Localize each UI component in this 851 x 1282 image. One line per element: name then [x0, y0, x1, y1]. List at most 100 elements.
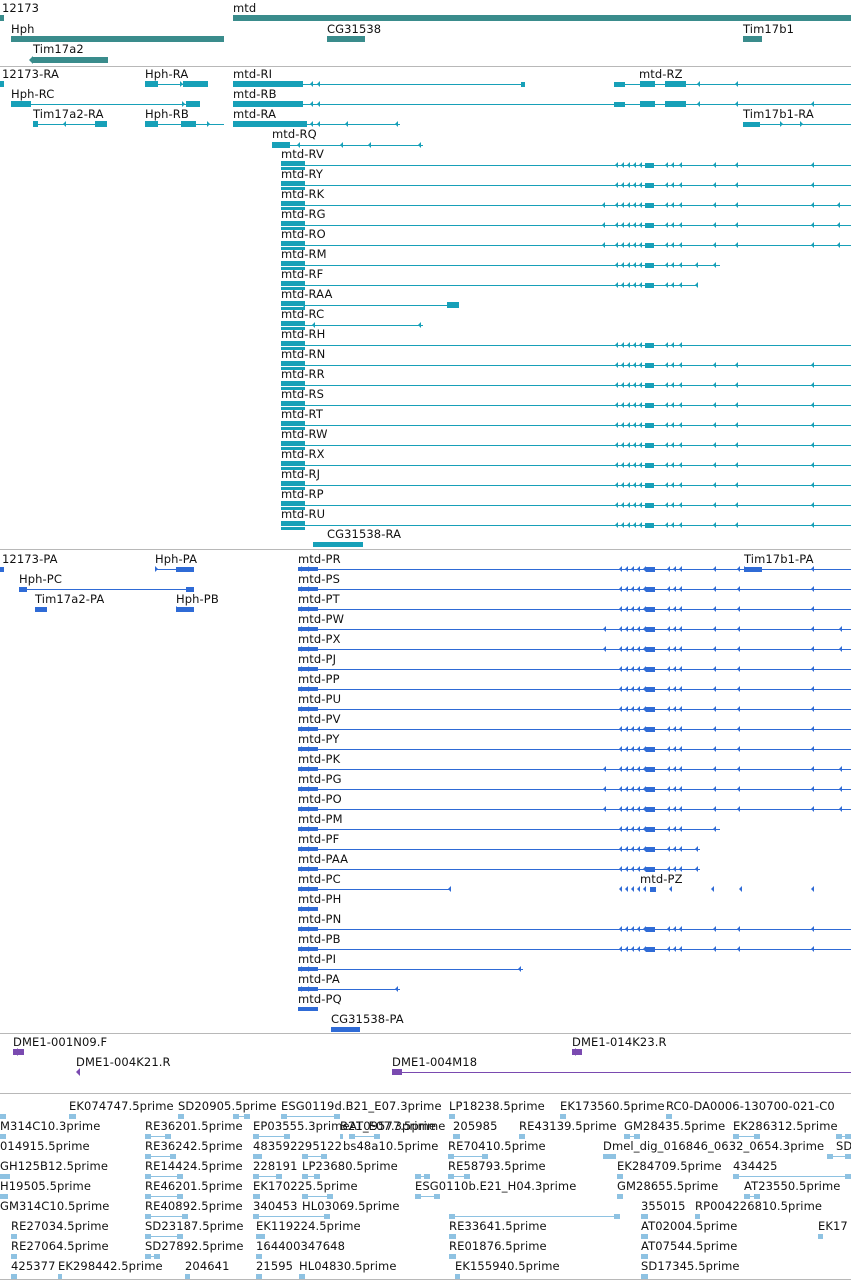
- exon-block[interactable]: [646, 767, 655, 772]
- feature-label[interactable]: SD20905.5prime: [178, 1099, 277, 1113]
- feature-label[interactable]: 12173-PA: [2, 552, 58, 566]
- exon-block[interactable]: [640, 101, 655, 107]
- feature-label[interactable]: mtd-PX: [298, 632, 341, 646]
- est-block[interactable]: [448, 1154, 454, 1159]
- feature-label[interactable]: GM314C10.5prime: [0, 1199, 110, 1213]
- exon-block[interactable]: [646, 647, 655, 652]
- feature-label[interactable]: mtd-RY: [281, 167, 324, 181]
- exon-block[interactable]: [281, 521, 305, 526]
- feature-label[interactable]: DME1-014K23.R: [572, 1035, 667, 1049]
- feature-label[interactable]: Tim17a2: [33, 42, 84, 56]
- exon-block[interactable]: [11, 101, 31, 107]
- exon-block[interactable]: [281, 261, 305, 266]
- est-block[interactable]: [253, 1174, 259, 1179]
- feature-label[interactable]: mtd-RW: [281, 427, 328, 441]
- feature-label[interactable]: RE33641.5prime: [449, 1219, 547, 1233]
- feature-label[interactable]: 205985: [453, 1119, 498, 1133]
- exon-block[interactable]: [281, 341, 305, 346]
- feature-label[interactable]: RE14424.5prime: [145, 1159, 243, 1173]
- feature-label[interactable]: 164400347648: [256, 1239, 345, 1253]
- feature-label[interactable]: HL04830.5prime: [299, 1259, 397, 1273]
- exon-block[interactable]: [298, 1007, 318, 1011]
- exon-block[interactable]: [281, 441, 305, 446]
- feature-label[interactable]: 014915.5prime: [0, 1139, 90, 1153]
- feature-label[interactable]: ESG0110b.E21_H04.3prime: [415, 1179, 577, 1193]
- exon-block[interactable]: [281, 187, 305, 190]
- feature-label[interactable]: 483592295122: [253, 1139, 342, 1153]
- exon-block[interactable]: [281, 201, 305, 206]
- feature-label[interactable]: mtd-RI: [233, 67, 273, 81]
- exon-block[interactable]: [645, 283, 654, 288]
- feature-label[interactable]: mtd-RX: [281, 447, 325, 461]
- feature-label[interactable]: EP03555.3prime: [253, 1119, 350, 1133]
- exon-block[interactable]: [281, 527, 305, 530]
- gene-bar[interactable]: [327, 36, 365, 42]
- feature-label[interactable]: mtd-PR: [298, 552, 341, 566]
- est-block[interactable]: [233, 1114, 239, 1119]
- exon-block[interactable]: [95, 121, 107, 127]
- exon-block[interactable]: [281, 287, 305, 290]
- est-block[interactable]: [733, 1174, 739, 1179]
- est-block[interactable]: [256, 1234, 265, 1239]
- exon-block[interactable]: [665, 101, 686, 107]
- est-block[interactable]: [464, 1174, 470, 1179]
- exon-block[interactable]: [645, 523, 654, 528]
- feature-label[interactable]: RE70410.5prime: [448, 1139, 546, 1153]
- est-block[interactable]: [145, 1214, 151, 1219]
- gene-bar[interactable]: [743, 36, 762, 42]
- exon-block[interactable]: [281, 207, 305, 210]
- est-block[interactable]: [182, 1214, 188, 1219]
- exon-block[interactable]: [176, 607, 194, 612]
- exon-block[interactable]: [281, 387, 305, 390]
- feature-label[interactable]: Hph-RA: [145, 67, 189, 81]
- feature-label[interactable]: mtd-PI: [298, 952, 337, 966]
- feature-label[interactable]: H19505.5prime: [0, 1179, 92, 1193]
- exon-block[interactable]: [281, 421, 305, 426]
- est-block[interactable]: [256, 1274, 262, 1279]
- feature-label[interactable]: GM28435.5prime: [624, 1119, 726, 1133]
- feature-label[interactable]: 204641: [185, 1259, 230, 1273]
- exon-block[interactable]: [145, 121, 158, 127]
- feature-label[interactable]: LP18238.5prime: [449, 1099, 545, 1113]
- est-block[interactable]: [434, 1194, 440, 1199]
- feature-label[interactable]: RE43139.5prime: [519, 1119, 617, 1133]
- feature-label[interactable]: mtd-RQ: [272, 127, 317, 141]
- feature-label[interactable]: AT07544.5prime: [641, 1239, 738, 1253]
- est-block[interactable]: [284, 1134, 290, 1139]
- est-block[interactable]: [641, 1274, 648, 1279]
- feature-label[interactable]: EK074747.5prime: [69, 1099, 174, 1113]
- gene-bar[interactable]: [233, 15, 851, 21]
- feature-label[interactable]: mtd-PW: [298, 612, 345, 626]
- est-block[interactable]: [340, 1134, 343, 1139]
- exon-block[interactable]: [35, 607, 47, 612]
- est-block[interactable]: [641, 1254, 648, 1259]
- exon-block[interactable]: [645, 503, 654, 508]
- exon-block[interactable]: [521, 82, 525, 87]
- exon-block[interactable]: [181, 121, 196, 127]
- feature-label[interactable]: 355015: [641, 1199, 686, 1213]
- est-block[interactable]: [314, 1174, 320, 1179]
- est-block[interactable]: [253, 1214, 259, 1219]
- est-block[interactable]: [754, 1194, 760, 1199]
- feature-label[interactable]: mtd-RP: [281, 487, 324, 501]
- est-block[interactable]: [154, 1254, 160, 1259]
- exon-block[interactable]: [646, 567, 655, 572]
- feature-label[interactable]: mtd-RZ: [639, 67, 683, 81]
- est-block[interactable]: [324, 1214, 330, 1219]
- exon-block[interactable]: [646, 787, 655, 792]
- est-block[interactable]: [519, 1134, 525, 1139]
- exon-block[interactable]: [646, 687, 655, 692]
- est-block[interactable]: [634, 1134, 640, 1139]
- est-block[interactable]: [145, 1134, 151, 1139]
- est-block[interactable]: [449, 1234, 456, 1239]
- est-block[interactable]: [58, 1274, 62, 1279]
- exon-block[interactable]: [646, 607, 655, 612]
- exon-block[interactable]: [646, 827, 655, 832]
- est-block[interactable]: [603, 1154, 616, 1159]
- feature-label[interactable]: RP004226810.5prime: [695, 1199, 823, 1213]
- est-block[interactable]: [415, 1174, 421, 1179]
- feature-label[interactable]: mtd-RM: [281, 247, 327, 261]
- feature-label[interactable]: DME1-004K21.R: [76, 1055, 171, 1069]
- est-block[interactable]: [11, 1274, 17, 1279]
- feature-label[interactable]: mtd-PQ: [298, 992, 342, 1006]
